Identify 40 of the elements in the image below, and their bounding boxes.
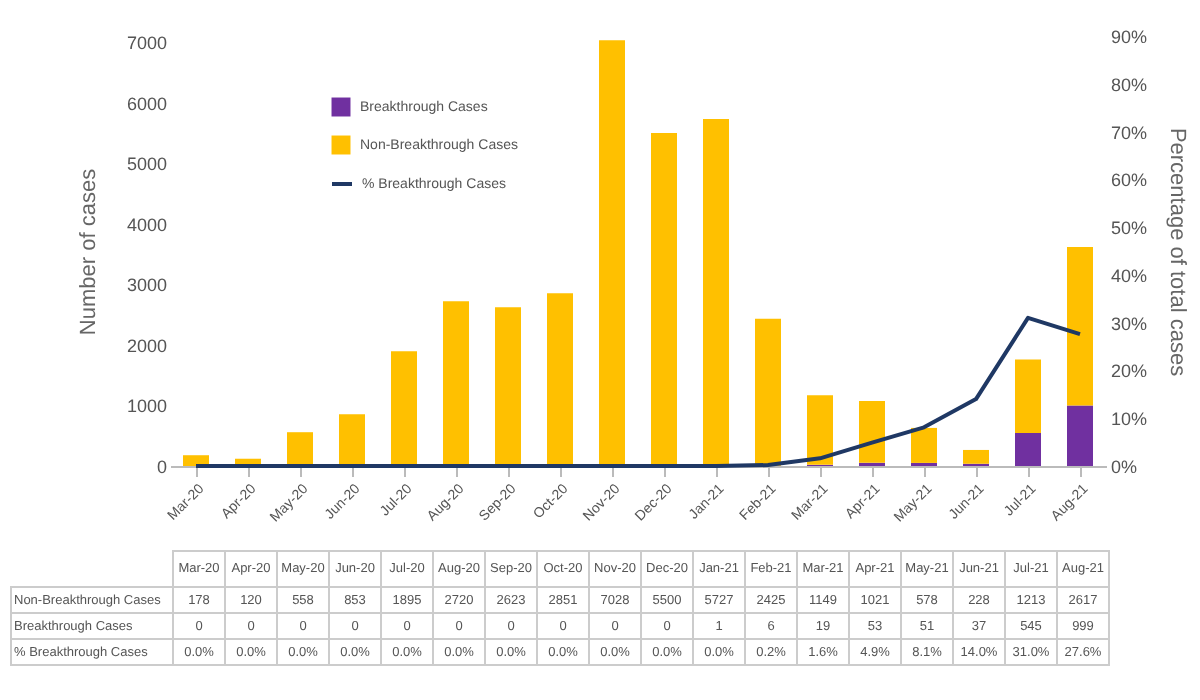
y-tick-label: 6000: [126, 93, 167, 114]
y-axis-title: Number of cases: [76, 167, 101, 336]
y2-tick-label: 90%: [1111, 27, 1148, 47]
y-tick-label: 4000: [126, 214, 167, 235]
bar: [547, 293, 573, 466]
y2-tick-label: 80%: [1111, 74, 1148, 95]
bar: [1067, 247, 1093, 406]
bar: [1067, 405, 1093, 466]
y2-tick-label: 30%: [1111, 313, 1148, 334]
bar: [859, 400, 885, 463]
bar: [287, 432, 313, 466]
bar: [599, 40, 625, 466]
y-tick-label: 5000: [126, 154, 167, 175]
bar: [755, 318, 781, 466]
bar: [391, 351, 417, 466]
bar: [183, 455, 209, 466]
y2-tick-label: 40%: [1111, 265, 1148, 286]
y-tick-label: 2000: [126, 335, 167, 356]
y2-tick-label: 50%: [1111, 218, 1148, 239]
y2-tick-label: 0%: [1111, 457, 1138, 477]
y2-tick-label: 60%: [1111, 170, 1148, 191]
bar: [807, 395, 833, 465]
y-tick-label: 3000: [126, 275, 167, 296]
y-tick-label: 0: [156, 457, 167, 477]
bar: [703, 119, 729, 466]
bar: [339, 414, 365, 466]
bar: [443, 301, 469, 466]
y2-tick-label: 20%: [1111, 361, 1148, 382]
y2-axis-title: Percentage of total cases: [1165, 127, 1190, 378]
bar: [911, 427, 937, 463]
bar: [963, 449, 989, 464]
y2-tick-label: 70%: [1111, 122, 1148, 143]
bar: [1015, 359, 1041, 433]
y2-tick-label: 10%: [1111, 409, 1148, 430]
line-series: [194, 315, 1082, 468]
y-tick-label: 1000: [126, 396, 167, 417]
y-tick-label: 7000: [126, 33, 167, 54]
bar: [1015, 432, 1041, 466]
bar: [495, 307, 521, 466]
bar: [651, 132, 677, 466]
